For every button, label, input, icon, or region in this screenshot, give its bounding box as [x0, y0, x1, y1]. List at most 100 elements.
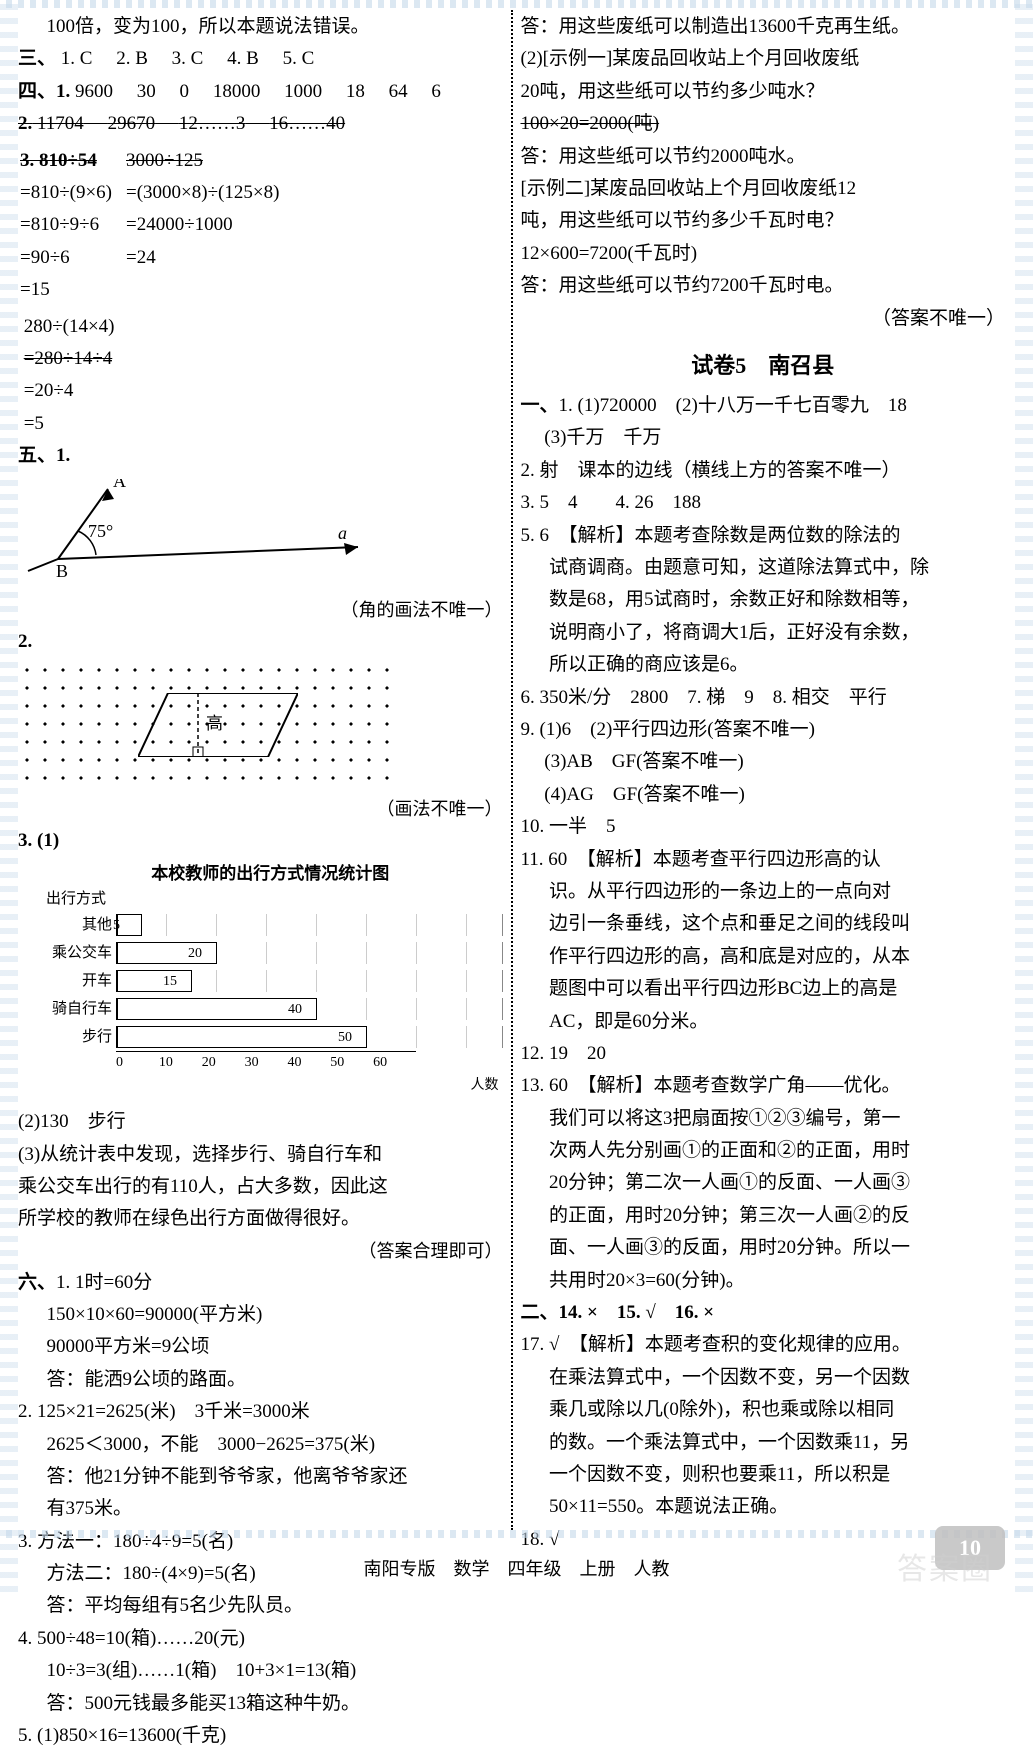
p5-q17a: 17. √ 【解析】本题考查积的变化规律的应用。 — [521, 1330, 1006, 1360]
xaxis-tick: 50 — [330, 1052, 373, 1074]
bar-label: 骑自行车 — [38, 997, 116, 1021]
decor-border-left — [0, 0, 18, 1600]
p5-q13c: 次两人先分别画①的正面和②的正面，用时 — [521, 1136, 1006, 1166]
four-1a: 9600 — [75, 81, 113, 102]
six-q2-0: 2. 125×21=2625(米) 3千米=3000米 — [18, 1397, 503, 1427]
gao-label: 高 — [206, 714, 223, 733]
p5-q13b: 我们可以将这3把扇面按①②③编号，第一 — [521, 1104, 1006, 1134]
p5-q1b: (3)千万 千万 — [521, 423, 1006, 453]
rt-l5: 答：用这些纸可以节约2000吨水。 — [521, 142, 1006, 172]
five-part3c: 所学校的教师在绿色出行方面做得很好。 — [18, 1204, 503, 1234]
four-row2: 2. 11704 29670 12……3 16……40 — [18, 109, 503, 139]
dot-grid: 高 — [18, 661, 398, 791]
six-q4-2: 答：500元钱最多能买13箱这种牛奶。 — [18, 1689, 503, 1719]
p5-q5c: 数是68，用5试商时，余数正好和除数相等， — [521, 585, 1006, 615]
p5-q17b: 在乘法算式中，一个因数不变，另一个因数 — [521, 1363, 1006, 1393]
bar: 15 — [117, 970, 192, 992]
four-2: 2. — [18, 113, 32, 134]
five-part3-note: （答案合理即可） — [18, 1237, 503, 1266]
bar-value: 5 — [113, 915, 120, 937]
watermark-text: 答案圈 — [897, 1546, 993, 1594]
rt-note: （答案不唯一） — [521, 304, 1006, 334]
rt-l7: 吨，用这些纸可以节约多少千瓦时电？ — [521, 206, 1006, 236]
p5-q9b: (3)AB GF(答案不唯一) — [521, 747, 1006, 777]
p5-q3: 3. 5 4 4. 26 188 — [521, 488, 1006, 518]
bar-row: 其他5 — [38, 911, 503, 939]
bar-value: 15 — [163, 971, 177, 993]
calc-b-title: 3000÷125 — [126, 146, 279, 176]
decor-wave-bot — [0, 1530, 1033, 1538]
angle-a: a — [338, 523, 347, 543]
p5-q5e: 所以正确的商应该是6。 — [521, 650, 1006, 680]
p5-q5b: 试商调商。由题意可知，这道除法算式中，除 — [521, 553, 1006, 583]
four-1f: 18 — [346, 81, 365, 102]
calc-c-title: 280÷(14×4) — [18, 312, 503, 342]
p5-q12: 12. 19 20 — [521, 1039, 1006, 1069]
xaxis-tick: 40 — [287, 1052, 330, 1074]
four-2c: 12……3 — [179, 113, 246, 134]
six-q1-2: 90000平方米=9公顷 — [18, 1332, 503, 1362]
p5-q2: 2. 射 课本的边线（横线上方的答案不唯一） — [521, 456, 1006, 486]
six-label: 六、 — [18, 1272, 56, 1293]
six-block: 六、1. 1时=60分 150×10×60=90000(平方米) 90000平方… — [18, 1268, 503, 1751]
four-1c: 0 — [180, 81, 190, 102]
five-label: 五、1. — [18, 441, 503, 471]
p5-q13e: 的正面，用时20分钟；第三次一人画②的反 — [521, 1201, 1006, 1231]
bar-chart: 本校教师的出行方式情况统计图 出行方式 其他5乘公交车20开车15骑自行车40步… — [38, 860, 503, 1097]
six-q3-2: 答：平均每组有5名少先队员。 — [18, 1591, 503, 1621]
p5-q13g: 共用时20×3=60(分钟)。 — [521, 1266, 1006, 1296]
six-q5: 5. (1)850×16=13600(千克) — [18, 1721, 503, 1751]
chart-ylabel: 出行方式 — [46, 887, 503, 911]
four-1d: 18000 — [213, 81, 261, 102]
five-part2: (2)130 步行 — [18, 1107, 503, 1137]
four-2d: 16……40 — [269, 113, 345, 134]
four-2b: 29670 — [108, 113, 156, 134]
rt-l9: 答：用这些纸可以节约7200千瓦时电。 — [521, 271, 1006, 301]
decor-border-right — [1015, 0, 1033, 1600]
five-3-num: 3. (1) — [18, 830, 59, 851]
angle-val: 75° — [88, 521, 113, 541]
p5-q5a: 5. 6 【解析】本题考查除数是两位数的除法的 — [521, 521, 1006, 551]
six-q2-3: 有375米。 — [18, 1494, 503, 1524]
five-2-label: 2. — [18, 627, 503, 657]
xaxis-tick: 10 — [159, 1052, 202, 1074]
p5-q11e: 题图中可以看出平行四边形BC边上的高是 — [521, 974, 1006, 1004]
chart-bars: 其他5乘公交车20开车15骑自行车40步行50 — [38, 911, 503, 1051]
calc-b-0: =(3000×8)÷(125×8) — [126, 178, 279, 208]
calc-a-0: =810÷(9×6) — [20, 178, 112, 208]
calc-a-1: =810÷9÷6 — [20, 210, 112, 240]
bar-label: 乘公交车 — [38, 941, 116, 965]
p5-q5d: 说明商小了，将商调大1后，正好没有余数， — [521, 618, 1006, 648]
four-1b: 30 — [137, 81, 156, 102]
p5-q1: 1. (1)720000 (2)十八万一千七百零九 18 — [559, 395, 907, 416]
six-q1-3: 答：能洒9公顷的路面。 — [18, 1365, 503, 1395]
six-q1-1: 150×10×60=90000(平方米) — [18, 1300, 503, 1330]
four-2a: 11704 — [37, 113, 84, 134]
chart-xlabel: 人数 — [38, 1075, 499, 1097]
calc-c-0: =280÷14÷4 — [18, 344, 503, 374]
p5-q11c: 边引一条垂线，这个点和垂足之间的线段叫 — [521, 909, 1006, 939]
bar: 50 — [117, 1026, 367, 1048]
three-2: 2. B — [116, 48, 148, 69]
bar: 20 — [117, 942, 217, 964]
decor-wave-top — [0, 0, 1033, 8]
rt-l3: 20吨，用这些纸可以节约多少吨水？ — [521, 77, 1006, 107]
p5-q17d: 的数。一个乘法算式中，一个因数乘11，另 — [521, 1428, 1006, 1458]
bar-value: 20 — [188, 943, 202, 965]
calc-c-1: =20÷4 — [18, 376, 503, 406]
bar-row: 开车 15 — [38, 967, 503, 995]
p5-q10: 10. 一半 5 — [521, 812, 1006, 842]
three-label: 三、 — [18, 48, 56, 69]
p5-q11b: 识。从平行四边形的一条边上的一点向对 — [521, 877, 1006, 907]
four-1h: 6 — [431, 81, 441, 102]
angle-A: A — [113, 479, 126, 491]
bar-row: 骑自行车40 — [38, 995, 503, 1023]
six-q2-2: 答：他21分钟不能到爷爷家，他离爷爷家还 — [18, 1462, 503, 1492]
five-3-label: 3. (1) — [18, 826, 503, 856]
paper5-title: 试卷5 南召县 — [521, 348, 1006, 383]
p5-q9a: 9. (1)6 (2)平行四边形(答案不唯一) — [521, 715, 1006, 745]
four-calc-table: 3. 810÷54 =810÷(9×6) =810÷9÷6 =90÷6 =15 … — [18, 142, 293, 310]
bar-label: 开车 — [38, 969, 116, 993]
rt-l4: 100×20=2000(吨) — [521, 109, 1006, 139]
p5-q17f: 50×11=550。本题说法正确。 — [521, 1492, 1006, 1522]
